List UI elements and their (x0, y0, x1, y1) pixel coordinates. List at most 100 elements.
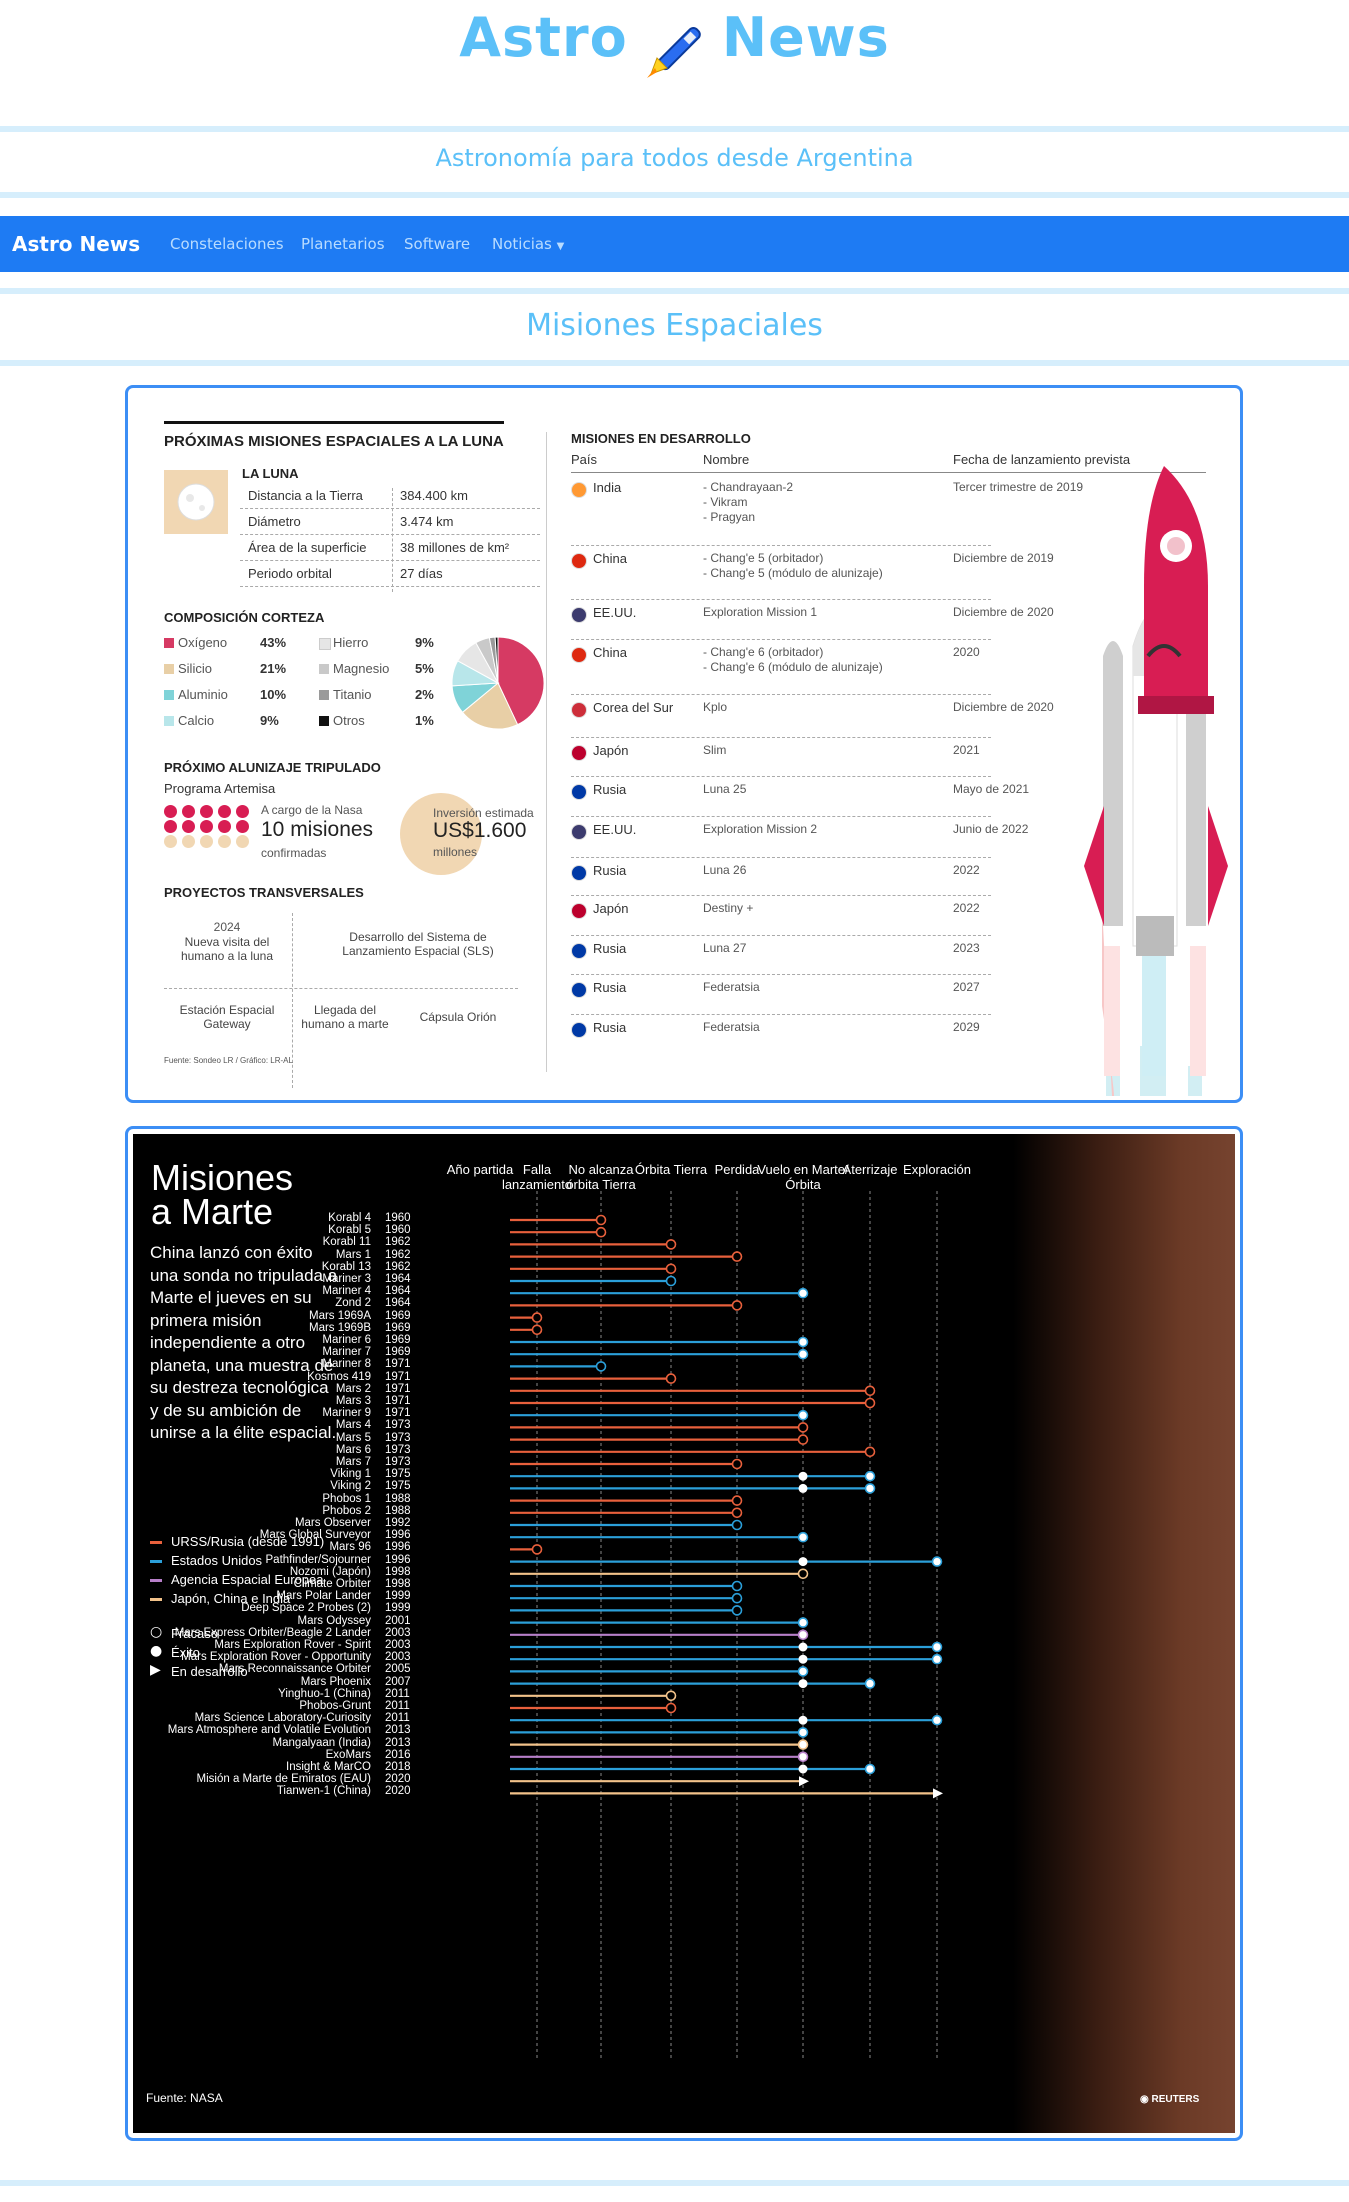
fact-separator (392, 488, 393, 592)
dev-name: - Chang'e 6 (orbitador) - Chang'e 6 (mód… (703, 645, 883, 674)
mission-name: Kosmos 419 (307, 1370, 371, 1383)
missions-confirmed: confirmadas (261, 846, 327, 860)
fact-rule (240, 508, 540, 509)
legend-name: Titanio (333, 687, 372, 702)
mission-year: 1971 (385, 1407, 411, 1420)
legend-name: Oxígeno (178, 635, 228, 650)
invest-value: US$1.600 (433, 819, 527, 842)
dev-country: Corea del Sur (593, 700, 674, 715)
pie-slice (461, 682, 519, 730)
legend-pct: 43% (260, 635, 287, 650)
mission-name: Mars Polar Lander (276, 1590, 371, 1603)
divider (0, 126, 1349, 132)
dev-row-rule (571, 974, 991, 975)
fact-value: 38 millones de km² (400, 540, 510, 555)
dev-country: Japón (593, 743, 629, 758)
nav-link-constelaciones[interactable]: Constelaciones (170, 235, 284, 253)
separator (164, 988, 518, 989)
dev-name: Slim (703, 743, 727, 757)
success-marker (798, 1642, 808, 1652)
success-marker (864, 1678, 876, 1689)
mission-dot (200, 835, 213, 848)
mission-year: 1975 (385, 1480, 411, 1493)
dev-date: 2022 (953, 901, 980, 915)
fail-marker (731, 1592, 743, 1604)
dev-country: India (593, 480, 622, 495)
flag-icon (571, 865, 587, 881)
column-header: Aterrizaje (842, 1162, 898, 1177)
fail-marker (665, 1702, 677, 1714)
fail-marker (731, 1519, 743, 1531)
fact-rule (240, 534, 540, 535)
mars-source: Fuente: NASA (146, 2091, 223, 2105)
flag-icon (571, 482, 587, 498)
fail-marker (731, 1251, 743, 1262)
mars-legend: URSS/Rusia (desde 1991) Estados Unidos Age… (150, 1534, 370, 1684)
pie-slice (497, 636, 545, 726)
mission-year: 2016 (385, 1748, 411, 1761)
development-marker (799, 1776, 809, 1787)
mission-year: 1962 (385, 1248, 411, 1261)
legend-pct: 1% (415, 713, 434, 728)
nav-brand[interactable]: Astro News (12, 232, 141, 256)
mission-name: Pathfinder/Sojourner (265, 1553, 371, 1566)
mission-name: Climate Orbiter (293, 1578, 371, 1590)
flag-icon (571, 1022, 587, 1038)
dev-date: 2022 (953, 863, 980, 877)
brand-right: News (721, 6, 890, 69)
fail-marker (665, 1239, 677, 1250)
column-header: Órbita Tierra (634, 1162, 708, 1177)
mission-name: Mariner 8 (322, 1358, 371, 1371)
investment-circle (400, 793, 482, 875)
transversal-visit: Nueva visita del humano a la luna (180, 935, 274, 963)
mission-name: Phobos 1 (322, 1492, 371, 1505)
dev-name: Luna 26 (703, 863, 747, 877)
nav-link-noticias[interactable]: Noticias ▼ (492, 216, 564, 272)
mission-dot (236, 820, 249, 833)
dev-row-rule (571, 694, 991, 695)
fact-rule (240, 560, 540, 561)
column-divider (546, 432, 547, 1072)
mission-year: 1973 (385, 1419, 411, 1432)
mission-name: Mariner 4 (322, 1285, 371, 1298)
mission-name: Korabl 13 (321, 1260, 371, 1273)
success-marker (931, 1641, 943, 1653)
legend-label: Japón, China e India (171, 1591, 291, 1606)
success-marker (864, 1470, 876, 1482)
legend-pct: 5% (415, 661, 434, 676)
mars-column-headers: Año partida Falla lanzamiento No alcanza ó… (133, 1134, 1235, 1194)
fact-value: 27 días (400, 566, 443, 581)
mission-year: 2011 (385, 1700, 410, 1712)
fail-marker (595, 1226, 607, 1238)
dev-row-rule (571, 895, 991, 896)
mission-name: Mars Phoenix (300, 1675, 371, 1688)
mission-name: Mars Exploration Rover - Opportunity (181, 1651, 371, 1664)
mars-chart: Misiones a Marte China lanzó con éxito u… (133, 1134, 1235, 2133)
mission-name: Mars Odyssey (297, 1614, 372, 1627)
mission-name: Mariner 7 (322, 1346, 371, 1359)
mission-year: 2011 (385, 1712, 410, 1725)
fact-label: Área de la superficie (248, 540, 367, 555)
mission-year: 1969 (385, 1346, 411, 1359)
mission-name: ExoMars (325, 1748, 371, 1761)
fail-marker (864, 1385, 876, 1397)
dev-row-rule (571, 935, 991, 936)
legend-name: Magnesio (333, 661, 390, 676)
dev-name: Luna 27 (703, 941, 747, 955)
dev-country: Rusia (593, 941, 627, 956)
success-marker (797, 1336, 809, 1348)
column-header: Falla lanzamiento (501, 1162, 573, 1192)
dev-row-rule (571, 737, 991, 738)
nav-link-software[interactable]: Software (404, 235, 471, 253)
nav-link-planetarios[interactable]: Planetarios (301, 235, 385, 253)
legend-pct: 10% (260, 687, 287, 702)
mission-name: Zond 2 (335, 1297, 371, 1310)
mars-planet-edge (1013, 1134, 1235, 2133)
fail-marker (665, 1373, 677, 1384)
fail-marker (731, 1605, 743, 1616)
mission-name: Mars Science Laboratory-Curiosity (194, 1712, 371, 1725)
fail-marker (665, 1275, 677, 1287)
legend-line (150, 1579, 162, 1582)
tagline: Astronomía para todos desde Argentina (435, 144, 914, 172)
success-marker (798, 1483, 808, 1493)
